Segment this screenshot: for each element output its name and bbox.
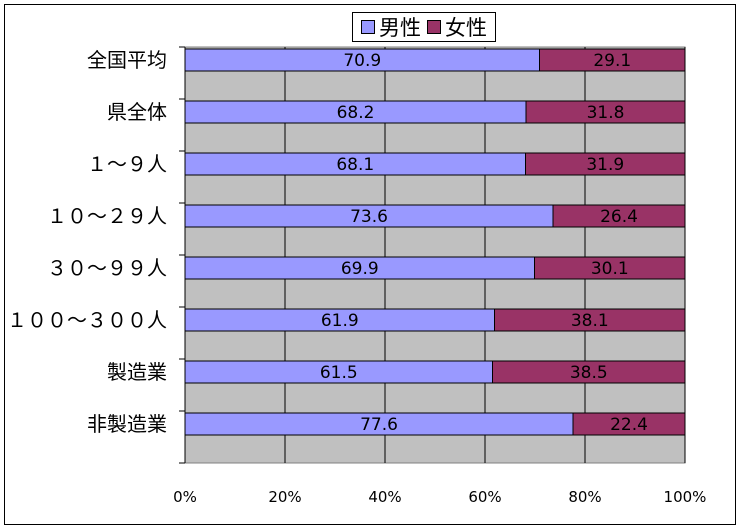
x-tick-label: 40% [368, 488, 401, 506]
legend: 男性 女性 [352, 12, 496, 42]
category-label: １０～２９人 [47, 204, 167, 228]
legend-swatch-female [427, 20, 441, 34]
x-tick-label: 100% [664, 488, 707, 506]
data-label: 70.9 [343, 51, 381, 71]
legend-swatch-male [361, 20, 375, 34]
legend-label-female: 女性 [445, 16, 487, 40]
data-label: 38.1 [571, 311, 609, 331]
x-tick-label: 0% [173, 488, 197, 506]
category-label: 全国平均 [87, 48, 167, 72]
data-label: 61.9 [321, 311, 359, 331]
legend-item-male: 男性 [361, 12, 421, 42]
x-tick-label: 20% [268, 488, 301, 506]
data-label: 69.9 [341, 259, 379, 279]
bar-female [525, 152, 686, 176]
legend-item-female: 女性 [427, 12, 487, 42]
bar-female [494, 308, 686, 332]
category-label: 非製造業 [87, 412, 167, 436]
bar-female [539, 48, 686, 72]
category-label: ３０～９９人 [47, 256, 167, 280]
bar-female [552, 204, 686, 228]
legend-label-male: 男性 [379, 16, 421, 40]
data-label: 77.6 [360, 415, 398, 435]
data-label: 30.1 [591, 259, 629, 279]
category-label: １～９人 [87, 152, 167, 176]
data-label: 68.2 [337, 103, 375, 123]
data-label: 38.5 [570, 363, 608, 383]
x-tick-label: 60% [468, 488, 501, 506]
category-label: 県全体 [107, 100, 167, 124]
category-label: 製造業 [107, 360, 167, 384]
bar-female [525, 100, 686, 124]
bar-female [492, 360, 686, 384]
data-label: 22.4 [610, 415, 648, 435]
bar-female [534, 256, 686, 280]
data-label: 68.1 [336, 155, 374, 175]
data-label: 61.5 [320, 363, 358, 383]
data-label: 29.1 [593, 51, 631, 71]
data-label: 73.6 [350, 207, 388, 227]
bar-female [572, 412, 686, 436]
data-label: 31.8 [587, 103, 625, 123]
data-label: 26.4 [600, 207, 638, 227]
data-label: 31.9 [586, 155, 624, 175]
category-label: １００～３００人 [7, 308, 167, 332]
x-tick-label: 80% [568, 488, 601, 506]
